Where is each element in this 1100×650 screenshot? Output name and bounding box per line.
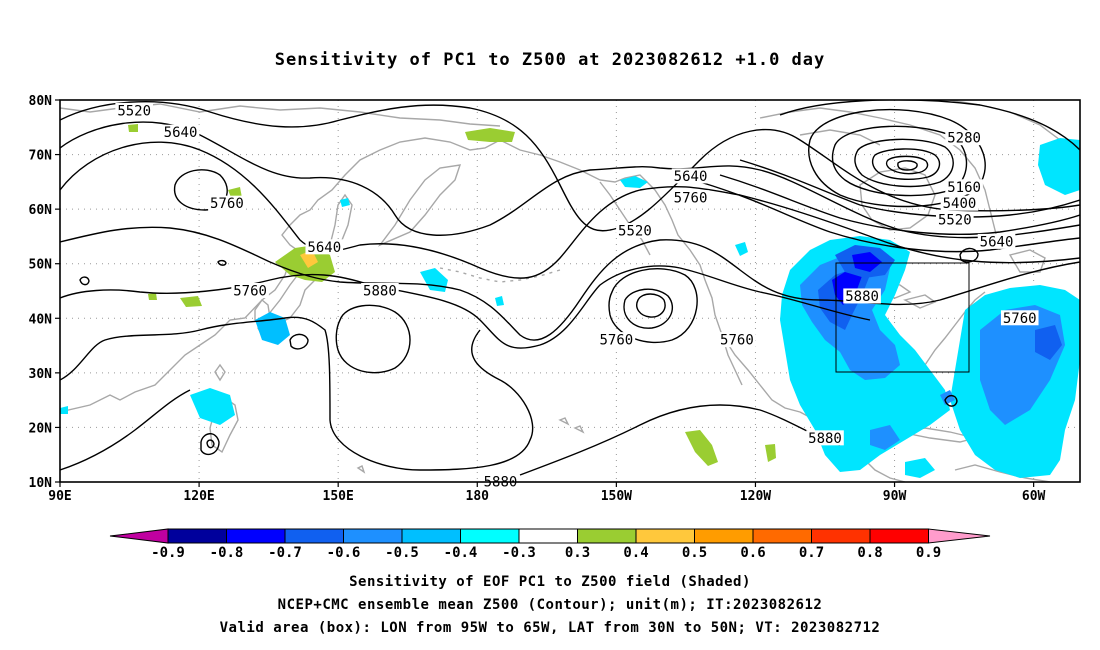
colorbar-segment bbox=[694, 528, 754, 544]
contour-label-bg bbox=[597, 332, 636, 348]
lon-label: 120W bbox=[740, 489, 771, 504]
contour-label: 5640 bbox=[307, 240, 341, 256]
colorbar-segment bbox=[811, 528, 871, 544]
contour-label: 5880 bbox=[845, 289, 879, 305]
colorbar-segment bbox=[401, 528, 461, 544]
contour-labels: 5520 5640 5760 5640 5760 5880 5520 5640 5760 5760… bbox=[115, 102, 1039, 491]
contour-label-bg bbox=[945, 130, 983, 146]
contour-label: 5520 bbox=[938, 213, 972, 229]
colorbar-label: 0.8 bbox=[857, 545, 882, 561]
colorbar-segment bbox=[343, 528, 403, 544]
colorbar-label: 0.6 bbox=[740, 545, 765, 561]
colorbar-label: 0.7 bbox=[799, 545, 824, 561]
colorbar-label: -0.4 bbox=[444, 545, 478, 561]
colorbar-segment bbox=[226, 528, 286, 544]
contour-label: 5760 bbox=[720, 333, 754, 349]
lat-label: 30N bbox=[29, 367, 53, 382]
caption-valid-area: Valid area (box): LON from 95W to 65W, L… bbox=[219, 620, 881, 636]
colorbar: -0.9 -0.8 -0.7 -0.6 -0.5 -0.4 -0.3 0.3 0.4 0.5 0.6… bbox=[109, 528, 991, 561]
contour-label-bg bbox=[361, 283, 399, 298]
valid-area-box bbox=[835, 262, 970, 373]
lat-label: 20N bbox=[29, 421, 53, 436]
colorbar-segment bbox=[869, 528, 929, 544]
contour-label: 5880 bbox=[363, 284, 397, 300]
lat-label: 70N bbox=[29, 149, 53, 164]
contour-label: 5760 bbox=[1003, 311, 1037, 327]
contour-label-bg bbox=[208, 195, 246, 211]
contour-label: 5160 bbox=[947, 180, 981, 196]
colorbar-segment bbox=[460, 528, 520, 544]
colorbar-label: 0.3 bbox=[565, 545, 590, 561]
map-frame bbox=[59, 99, 1081, 483]
lat-label: 50N bbox=[29, 258, 53, 273]
colorbar-label: -0.3 bbox=[502, 545, 536, 561]
colorbar-segment bbox=[577, 528, 637, 544]
contour-label-bg bbox=[940, 195, 979, 211]
contour-label-bg bbox=[616, 222, 654, 238]
map-panel: 5520 5640 5760 5640 5760 5880 5520 5640 5760 5760… bbox=[29, 94, 1081, 504]
contour-label: 5520 bbox=[117, 103, 151, 119]
lon-label: 90E bbox=[48, 489, 71, 504]
contour-label-bg bbox=[806, 430, 844, 446]
colorbar-segment bbox=[284, 528, 344, 544]
contour-label-bg bbox=[843, 288, 881, 304]
lon-label: 60W bbox=[1022, 489, 1046, 504]
colorbar-label: 0.9 bbox=[916, 545, 941, 561]
lon-label: 150W bbox=[601, 489, 632, 504]
contour-label: 5640 bbox=[164, 125, 198, 141]
lon-label: 150E bbox=[323, 489, 354, 504]
contour-label: 5280 bbox=[947, 131, 981, 147]
contour-label-bg bbox=[945, 179, 983, 195]
colorbar-extend-high bbox=[928, 528, 991, 544]
colorbar-label: 0.4 bbox=[623, 545, 648, 561]
contour-label: 5640 bbox=[674, 169, 708, 185]
lat-label: 10N bbox=[29, 476, 53, 491]
contour-label: 5760 bbox=[674, 191, 708, 207]
colorbar-segment bbox=[635, 528, 695, 544]
contour-label: 5760 bbox=[210, 196, 244, 212]
contour-label: 5760 bbox=[233, 284, 267, 300]
contour-label: 5400 bbox=[943, 196, 977, 212]
caption-contour: NCEP+CMC ensemble mean Z500 (Contour); u… bbox=[277, 597, 823, 613]
contour-label-bg bbox=[161, 124, 200, 140]
contour-label-bg bbox=[718, 332, 756, 348]
colorbar-label: -0.7 bbox=[268, 545, 302, 561]
colorbar-segment bbox=[518, 528, 578, 544]
contour-label: 5640 bbox=[980, 234, 1014, 250]
colorbar-segment bbox=[752, 528, 812, 544]
lon-label: 90W bbox=[883, 489, 907, 504]
colorbar-segment bbox=[167, 528, 227, 544]
lat-label: 80N bbox=[29, 94, 53, 109]
lat-label: 40N bbox=[29, 312, 53, 327]
contour-label-bg bbox=[671, 190, 710, 206]
lat-label: 60N bbox=[29, 203, 53, 218]
contour-label-bg bbox=[115, 102, 153, 118]
caption-shading: Sensitivity of EOF PC1 to Z500 field (Sh… bbox=[349, 574, 751, 590]
map-title: Sensitivity of PC1 to Z500 at 2023082612… bbox=[274, 50, 826, 70]
contour-label-bg bbox=[936, 212, 974, 228]
contour-label: 5520 bbox=[618, 223, 652, 239]
lon-label: 180 bbox=[466, 489, 490, 504]
contour-label-bg bbox=[231, 283, 269, 298]
colorbar-label: -0.5 bbox=[385, 545, 419, 561]
contour-label-bg bbox=[977, 233, 1016, 249]
contour-label-bg bbox=[1000, 310, 1039, 326]
colorbar-label: 0.5 bbox=[682, 545, 707, 561]
contour-label: 5760 bbox=[600, 333, 634, 349]
contour-label: 5880 bbox=[808, 431, 842, 447]
contour-label-bg bbox=[671, 168, 710, 184]
colorbar-label: -0.9 bbox=[151, 545, 185, 561]
colorbar-label: -0.8 bbox=[210, 545, 244, 561]
colorbar-extend-low bbox=[109, 528, 169, 544]
lon-label: 120E bbox=[183, 489, 214, 504]
colorbar-label: -0.6 bbox=[327, 545, 361, 561]
contour-label-bg bbox=[305, 239, 344, 255]
